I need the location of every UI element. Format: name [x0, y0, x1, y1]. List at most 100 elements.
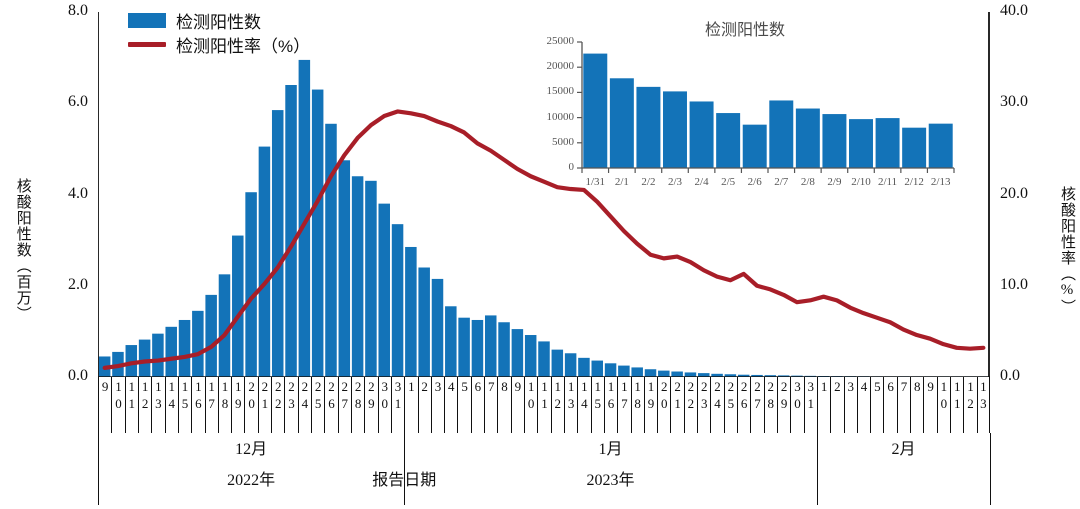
x-axis-day-digit-bottom: 8: [221, 396, 229, 411]
y-axis-right-tick-label: 0.0: [1000, 367, 1020, 384]
inset-y-tick-label: 25000: [546, 35, 575, 47]
inset-x-tick-label: 2/1: [614, 176, 629, 188]
x-axis-day-digit-bottom: 3: [155, 396, 162, 411]
x-axis-day-cell: 9: [510, 377, 524, 433]
x-axis-day-digit-bottom: 7: [208, 396, 215, 411]
x-axis-day-digit-bottom: 3: [980, 396, 987, 411]
x-axis-day-digit-bottom: 9: [647, 396, 655, 411]
x-axis-day-digit-top: 9: [927, 379, 934, 394]
bar: [524, 335, 537, 377]
bar: [511, 329, 524, 377]
x-axis-day-digit-bottom: 5: [314, 396, 322, 411]
y-axis-left-tick-label: 4.0: [68, 184, 88, 202]
x-axis-day-digit-top: 2: [727, 379, 735, 394]
x-axis-day-digit-bottom: 6: [740, 396, 748, 411]
year-label: 2022年: [227, 472, 276, 489]
x-axis-day-digit-bottom: 1: [394, 396, 402, 411]
x-axis-day-digit-top: 1: [953, 379, 961, 394]
x-axis-day-digit-bottom: 8: [634, 396, 641, 411]
x-axis-day-digit-bottom: 3: [700, 396, 708, 411]
x-axis-day-digit-top: 1: [940, 379, 948, 394]
x-axis-day-digit-bottom: 4: [301, 396, 309, 411]
x-axis-day-digit-bottom: 2: [687, 396, 695, 411]
inset-bar: [663, 91, 687, 168]
legend-bar-label: 检测阳性数: [176, 12, 261, 32]
x-axis-day-digit-bottom: 7: [621, 396, 628, 411]
x-axis-day-digit-top: 9: [101, 379, 109, 394]
x-axis-day-digit-top: 2: [288, 379, 295, 394]
x-axis-day-cell: 1: [404, 377, 417, 433]
bar: [152, 333, 164, 377]
x-axis-day-digit-bottom: 1: [807, 396, 815, 411]
month-separator: [404, 433, 406, 505]
legend-line-swatch: [128, 41, 166, 47]
y-axis-right-tick-label: 20.0: [1000, 184, 1028, 202]
month-label: 2月: [891, 441, 916, 458]
x-axis-day-cell: 6: [470, 377, 484, 433]
x-axis-day-digit-top: 2: [687, 379, 695, 394]
x-axis-day-digit-bottom: 2: [967, 396, 974, 411]
x-axis-day-digit-top: 1: [155, 379, 162, 394]
bar: [405, 246, 417, 377]
month-separator: [990, 433, 991, 505]
x-axis-day-digit-bottom: 7: [341, 396, 349, 411]
bar: [338, 160, 351, 377]
x-axis-day-digit-top: 1: [221, 379, 229, 394]
x-axis-day-digit-top: 1: [235, 379, 242, 394]
line-series: [102, 109, 986, 370]
x-axis-day-digit-top: 2: [700, 379, 708, 394]
x-axis-day-digit-top: 1: [141, 379, 149, 394]
x-axis-day-digit-bottom: 7: [754, 396, 761, 411]
bar: [431, 278, 444, 377]
bar: [551, 349, 564, 377]
bar: [138, 339, 151, 377]
x-axis-day-digit-bottom: 5: [594, 396, 601, 411]
inset-bar: [875, 118, 900, 168]
x-axis-day-digit-bottom: 9: [780, 396, 788, 411]
x-axis-day-digit-top: 2: [274, 379, 282, 394]
inset-bar: [902, 127, 927, 168]
inset-bar: [849, 119, 873, 168]
x-axis-day-digit-bottom: 2: [141, 396, 149, 411]
x-axis-day-digit-bottom: 3: [288, 396, 295, 411]
x-axis-day-cell: 6: [883, 377, 896, 433]
inset-x-tick-label: 2/2: [641, 176, 656, 188]
month-separator: [98, 433, 99, 505]
inset-x-tick-label: 2/7: [774, 176, 789, 188]
bar: [578, 357, 590, 377]
bar: [218, 274, 231, 377]
x-axis-day-digit-top: 2: [767, 379, 775, 394]
x-axis-day-digit-bottom: 0: [248, 396, 255, 411]
x-axis-day-digit-top: 1: [168, 379, 175, 394]
x-axis-day-cell: 5: [870, 377, 883, 433]
inset-bar: [716, 113, 741, 168]
x-axis-day-digit-top: 3: [807, 379, 815, 394]
bar: [484, 315, 497, 377]
y-axis-right-tick-label: 40.0: [1000, 2, 1028, 19]
bar: [205, 294, 217, 377]
bar: [618, 365, 630, 377]
inset-x-tick-label: 2/4: [694, 176, 709, 188]
legend-line-label: 检测阳性率（%）: [176, 36, 311, 56]
x-axis-day-digit-top: 1: [115, 379, 122, 394]
x-axis-day-digit-top: 1: [128, 379, 136, 394]
x-axis-day-digit-top: 2: [714, 379, 721, 394]
x-axis-day-digit-top: 4: [448, 379, 455, 394]
x-axis-day-digit-bottom: 8: [354, 396, 362, 411]
x-axis-day-cell: 9: [98, 377, 111, 433]
bar-series: [98, 59, 990, 377]
